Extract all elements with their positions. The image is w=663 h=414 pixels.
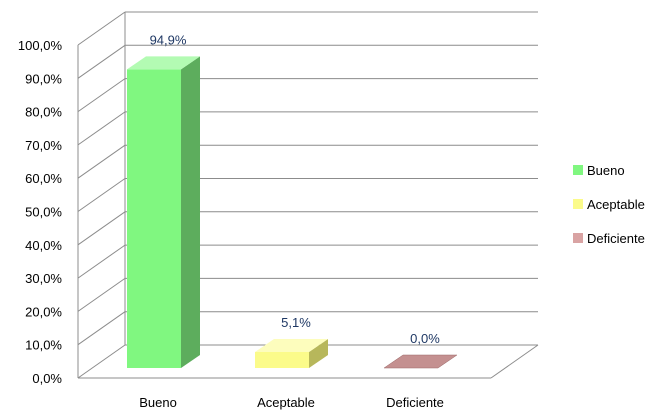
legend-item-aceptable: Aceptable: [573, 197, 645, 212]
data-label: 94,9%: [150, 32, 187, 47]
data-label: 0,0%: [410, 331, 440, 346]
floor-side-edge: [490, 344, 539, 379]
legend-label: Aceptable: [587, 197, 645, 212]
gridline: [77, 44, 538, 79]
y-tick-label: 80,0%: [25, 105, 62, 120]
legend-item-deficiente: Deficiente: [573, 231, 645, 246]
y-tick-label: 30,0%: [25, 271, 62, 286]
axes: 0,0% 10,0% 20,0% 30,0% 40,0% 50,0% 60,0% 70,0% 8…: [18, 12, 539, 386]
x-tick-label: Aceptable: [257, 395, 315, 410]
x-tick-label: Deficiente: [386, 395, 444, 410]
legend-swatch: [573, 199, 583, 209]
bar-bueno: [127, 56, 200, 369]
bar-side-face: [181, 56, 200, 369]
legend-swatch: [573, 233, 583, 243]
y-tick-label: 50,0%: [25, 205, 62, 220]
legend-item-bueno: Bueno: [573, 163, 625, 178]
y-tick-label: 60,0%: [25, 171, 62, 186]
legend-swatch: [573, 165, 583, 175]
legend-label: Bueno: [587, 163, 625, 178]
y-tick-label: 90,0%: [25, 71, 62, 86]
bar-side-face: [309, 338, 328, 368]
x-tick-label: Bueno: [139, 395, 177, 410]
legend: Bueno Aceptable Deficiente: [573, 163, 645, 246]
y-tick-label: 0,0%: [32, 371, 62, 386]
y-tick-label: 40,0%: [25, 238, 62, 253]
bar-aceptable: [255, 338, 328, 368]
bar-front-face: [255, 351, 309, 368]
y-tick-label: 100,0%: [18, 38, 63, 53]
bar-top-face: [127, 56, 200, 70]
bars: [127, 56, 458, 369]
data-label: 5,1%: [281, 315, 311, 330]
y-tick-label: 70,0%: [25, 138, 62, 153]
bar-top-face: [383, 354, 458, 369]
labels: 94,9% Bueno 5,1% Aceptable 0,0% Deficiente: [139, 32, 444, 410]
bar-deficiente: [383, 354, 458, 369]
legend-label: Deficiente: [587, 231, 645, 246]
bar-front-face: [127, 69, 181, 368]
y-tick-label: 20,0%: [25, 304, 62, 319]
y-tick-label: 10,0%: [25, 338, 62, 353]
gridline: [77, 11, 538, 46]
bar-top-face: [255, 338, 328, 352]
